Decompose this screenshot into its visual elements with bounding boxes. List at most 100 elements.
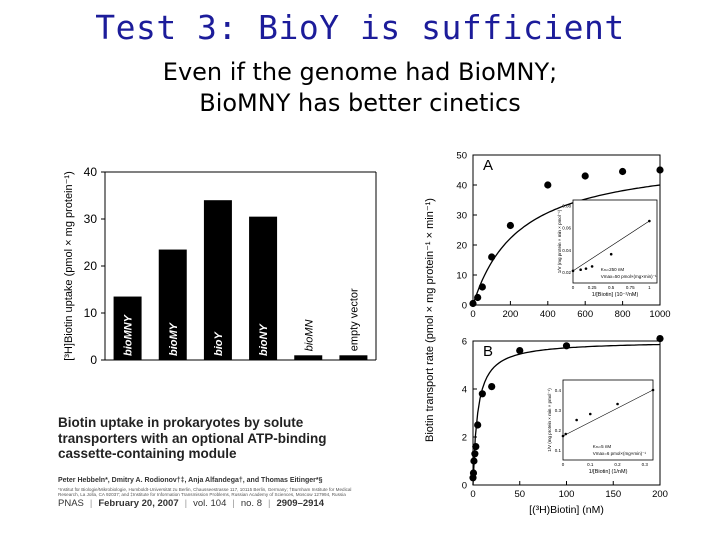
- panel-A-data-point: [656, 166, 664, 174]
- panel-B-x-tick-label: 150: [605, 489, 621, 500]
- inset-A-x-axis-label: 1/[Biotin] (10⁻²/nM): [592, 292, 639, 298]
- panel-A-x-tick-label: 400: [540, 309, 556, 320]
- panel-A-x-tick-label: 1000: [649, 309, 670, 320]
- bar-bioY: [203, 200, 232, 360]
- panel-A-x-tick-label: 200: [502, 309, 518, 320]
- inset-B-data-point: [588, 412, 592, 416]
- inset-B-x-axis-label: 1/[Biotin] (1/nM): [589, 469, 628, 475]
- inset-B-frame: [562, 379, 654, 461]
- panel-A-y-tick-label: 10: [456, 271, 467, 282]
- panel-B-data-point: [478, 390, 486, 398]
- inset-A-vmax-annotation: Vmax=50 pmol×(mg×min)⁻¹: [601, 274, 657, 279]
- panel-B-y-tick-label: 4: [462, 385, 467, 396]
- inset-A-km-annotation: Kₘ=250 nM: [601, 267, 625, 272]
- panel-B-data-point: [471, 450, 479, 458]
- bar-y-tick-label: 0: [90, 353, 97, 367]
- panel-A-data-point: [506, 221, 514, 230]
- publication-date: February 20, 2007: [98, 498, 179, 509]
- inset-A-x-tick-label: 0.5: [608, 285, 615, 290]
- panel-A-frame: [472, 154, 661, 306]
- bar-bioMNY: [113, 296, 142, 360]
- panel-B-data-point: [516, 347, 524, 355]
- panel-B-y-tick-label: 6: [462, 337, 467, 348]
- panel-B-data-point: [562, 342, 571, 350]
- pages: 2909–2914: [276, 498, 325, 509]
- panel-A-x-tick-label: 600: [577, 309, 593, 320]
- bar-y-axis-label: [³H]Biotin uptake (pmol × mg protein⁻¹): [63, 171, 75, 361]
- panel-B-x-axis-label: [(³H)Biotin] (nM): [529, 504, 604, 516]
- inset-B-fit-line: [562, 389, 654, 437]
- panel-B-x-tick-label: 200: [652, 489, 668, 500]
- bar-category-label: bioY: [213, 331, 225, 356]
- inset-B-x-tick-label: 0.1: [587, 462, 594, 467]
- inset-A-data-point: [648, 219, 651, 223]
- inset-B-y-tick-label: 0.2: [555, 428, 562, 433]
- bar-category-label: bioMY: [168, 321, 180, 356]
- panel-A-fit-curve: [472, 184, 661, 306]
- bar-category-label: bioMN: [303, 319, 315, 351]
- panel-B-data-point: [470, 457, 478, 465]
- panel-B-x-tick-label: 0: [470, 489, 475, 500]
- issue: no. 8: [240, 498, 262, 509]
- panel-label: B: [483, 343, 493, 360]
- bar-category-label: empty vector: [348, 288, 360, 351]
- inset-B-km-annotation: Kₘ=5 nM: [593, 444, 612, 449]
- paper-authors: Peter Hebbeln*, Dmitry A. Rodionov†‡, An…: [58, 477, 323, 484]
- panel-A-x-tick-label: 800: [615, 309, 631, 320]
- inset-B-x-tick-label: 0: [562, 462, 565, 467]
- bar-bioMY: [158, 249, 187, 360]
- inset-B-data-point: [575, 418, 578, 422]
- panel-A-data-point: [581, 172, 589, 180]
- inset-A-y-tick-label: 0.08: [562, 204, 571, 209]
- panel-A-data-point: [469, 299, 477, 308]
- slide-subtitle-line-2: BioMNY has better cinetics: [199, 89, 521, 117]
- inset-A-y-axis-label: 1/V (mg protein × min × pmol⁻¹): [557, 209, 562, 273]
- panel-B-x-tick-label: 100: [559, 489, 575, 500]
- panel-A-data-point: [619, 167, 627, 176]
- bar-bioNY: [249, 216, 278, 360]
- bar-empty-vector: [339, 355, 368, 360]
- inset-B-y-tick-label: 0.3: [555, 408, 562, 413]
- inset-A-x-tick-label: 0.75: [626, 285, 635, 290]
- inset-A-fit-line: [572, 220, 650, 272]
- panel-label: A: [483, 157, 493, 174]
- inset-B-y-tick-label: 0.1: [555, 448, 562, 453]
- bar-y-tick-label: 40: [84, 165, 98, 179]
- inset-A-data-point: [609, 252, 613, 256]
- panel-B-data-point: [656, 335, 664, 343]
- inset-B-data-point: [616, 402, 619, 406]
- inset-A-data-point: [590, 265, 594, 268]
- panel-A-y-tick-label: 20: [456, 241, 467, 252]
- paper-citation: PNAS | February 20, 2007 | vol. 104 | no. 8 | 29…: [58, 498, 325, 509]
- inset-A-y-tick-label: 0.06: [562, 226, 571, 231]
- inset-A-data-point: [579, 268, 582, 272]
- panel-B-y-tick-label: 0: [462, 481, 467, 492]
- inset-B-y-axis-label: 1/V (mg protein × min × pmol⁻¹): [547, 388, 552, 452]
- panel-A-x-tick-label: 0: [470, 309, 475, 320]
- inset-B-data-point: [651, 388, 655, 392]
- bar-y-tick-label: 20: [84, 259, 98, 273]
- inset-A-y-tick-label: 0.04: [562, 248, 571, 253]
- panel-A-y-tick-label: 30: [456, 211, 467, 222]
- panel-A-data-point: [488, 253, 496, 261]
- bar-bioMN: [294, 355, 323, 360]
- inset-A-x-tick-label: 1: [648, 285, 651, 290]
- panel-B-x-tick-label: 50: [514, 489, 525, 500]
- panel-B-data-point: [469, 469, 478, 477]
- panel-A-y-tick-label: 0: [462, 301, 467, 312]
- inset-B-data-point: [561, 434, 565, 438]
- inset-A-data-point: [571, 269, 575, 273]
- inset-B-data-point: [564, 432, 568, 436]
- volume: vol. 104: [193, 498, 227, 509]
- inset-A-x-tick-label: 0: [572, 285, 575, 290]
- panel-A-data-point: [474, 293, 482, 302]
- bar-category-label: bioNY: [258, 323, 270, 356]
- panel-B-data-point: [474, 421, 482, 429]
- panel-A-data-point: [478, 283, 486, 291]
- biotin-uptake-bar-chart: 0 10 20 30 40 [³H]Biotin uptake (pmol × mg pr…: [63, 165, 377, 367]
- inset-B-y-tick-label: 0.4: [555, 388, 562, 393]
- panel-B-data-point: [488, 383, 496, 391]
- panel-A-data-point: [544, 181, 552, 189]
- kinetics-y-axis-label: Biotin transport rate (pmol × mg protein…: [424, 198, 436, 442]
